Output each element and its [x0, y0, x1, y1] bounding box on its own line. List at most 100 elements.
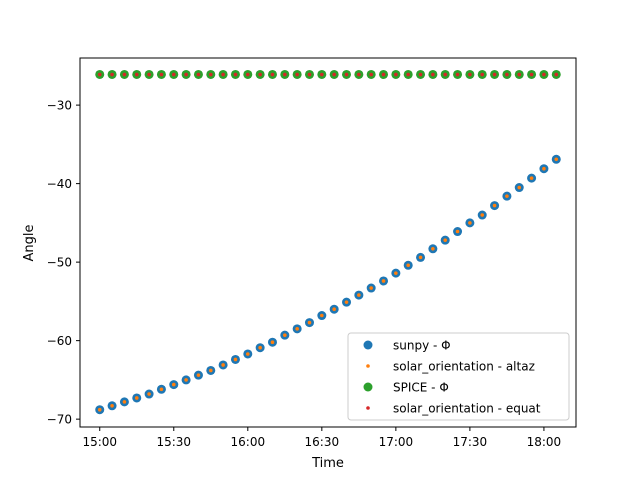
legend-marker	[366, 406, 370, 410]
data-point	[171, 382, 176, 387]
data-point	[406, 72, 411, 77]
y-tick-label: −70	[47, 413, 72, 427]
legend-marker	[363, 382, 373, 392]
data-point	[554, 157, 559, 162]
data-point	[97, 72, 102, 77]
legend-label: solar_orientation - equat	[393, 402, 541, 416]
data-point	[455, 229, 460, 234]
data-point	[184, 72, 188, 77]
x-tick-label: 17:00	[379, 435, 414, 449]
data-point	[332, 307, 336, 312]
data-point	[307, 320, 312, 325]
y-tick-label: −50	[47, 256, 72, 270]
data-points	[95, 69, 561, 415]
data-point	[480, 72, 485, 77]
data-point	[529, 176, 534, 180]
data-point	[505, 72, 509, 77]
data-point	[147, 392, 151, 396]
data-point	[122, 400, 127, 404]
data-point	[320, 72, 324, 77]
data-point	[381, 72, 386, 77]
data-point	[295, 72, 299, 77]
data-point	[295, 327, 299, 331]
data-point	[357, 72, 361, 77]
data-point	[332, 72, 336, 77]
data-point	[134, 72, 139, 77]
x-tick-label: 16:00	[231, 435, 266, 449]
y-axis-label: Angle	[22, 225, 37, 262]
data-point	[344, 300, 349, 304]
data-point	[431, 246, 435, 251]
data-point	[208, 368, 213, 373]
data-point	[258, 345, 262, 350]
data-point	[246, 72, 250, 77]
data-point	[431, 72, 435, 77]
legend-label: sunpy - Φ	[393, 339, 451, 353]
legend-box	[347, 332, 570, 421]
data-point	[468, 221, 472, 225]
x-axis-label: Time	[311, 456, 344, 471]
data-point	[418, 255, 423, 260]
x-tick-label: 18:00	[527, 435, 562, 449]
data-point	[542, 166, 546, 171]
x-tick-label: 16:30	[305, 435, 340, 449]
data-point	[369, 286, 373, 290]
data-point	[320, 313, 324, 318]
data-point	[517, 72, 522, 77]
data-point	[110, 72, 114, 77]
data-point	[208, 72, 213, 77]
data-point	[159, 387, 164, 392]
data-point	[233, 357, 238, 362]
data-point	[97, 407, 102, 412]
data-point	[270, 72, 275, 77]
data-point	[283, 333, 287, 337]
legend-label: SPICE - Φ	[393, 381, 449, 395]
data-point	[542, 72, 546, 77]
legend: sunpy - Φ solar_orientation - altaz SPICE …	[347, 332, 570, 421]
legend-label: solar_orientation - altaz	[393, 360, 535, 374]
data-point	[492, 203, 497, 208]
data-point	[418, 72, 423, 77]
data-point	[505, 194, 509, 198]
data-point	[171, 72, 176, 77]
data-point	[468, 72, 472, 77]
legend-marker	[366, 364, 370, 368]
data-point	[443, 238, 448, 242]
data-point	[480, 213, 485, 217]
data-point	[270, 340, 275, 345]
data-point	[221, 72, 225, 77]
data-point	[443, 72, 448, 77]
data-point	[159, 72, 164, 77]
data-point	[517, 185, 522, 190]
x-axis-ticks: 15:00 15:30 16:00 16:30 17:00 17:30 18:00	[82, 427, 561, 449]
data-point	[258, 72, 262, 77]
data-point	[394, 72, 398, 77]
data-point	[184, 378, 188, 382]
data-point	[246, 352, 250, 356]
data-point	[110, 404, 114, 408]
data-point	[233, 72, 238, 77]
axes-frame	[79, 57, 577, 428]
data-point	[344, 72, 349, 77]
data-point	[134, 396, 139, 400]
y-tick-label: −60	[47, 334, 72, 348]
data-point	[381, 279, 386, 283]
data-point	[122, 72, 127, 77]
data-point	[283, 72, 287, 77]
data-point	[196, 72, 201, 77]
data-point	[394, 271, 398, 275]
data-point	[357, 293, 361, 297]
data-point	[307, 72, 312, 77]
data-point	[196, 373, 201, 377]
data-point	[221, 363, 225, 367]
y-tick-label: −30	[47, 99, 72, 113]
y-tick-label: −40	[47, 177, 72, 191]
data-point	[529, 72, 534, 77]
data-point	[492, 72, 497, 77]
data-point	[369, 72, 373, 77]
x-tick-label: 15:30	[156, 435, 191, 449]
data-point	[406, 263, 411, 268]
legend-marker	[363, 340, 373, 350]
data-point	[554, 72, 559, 77]
